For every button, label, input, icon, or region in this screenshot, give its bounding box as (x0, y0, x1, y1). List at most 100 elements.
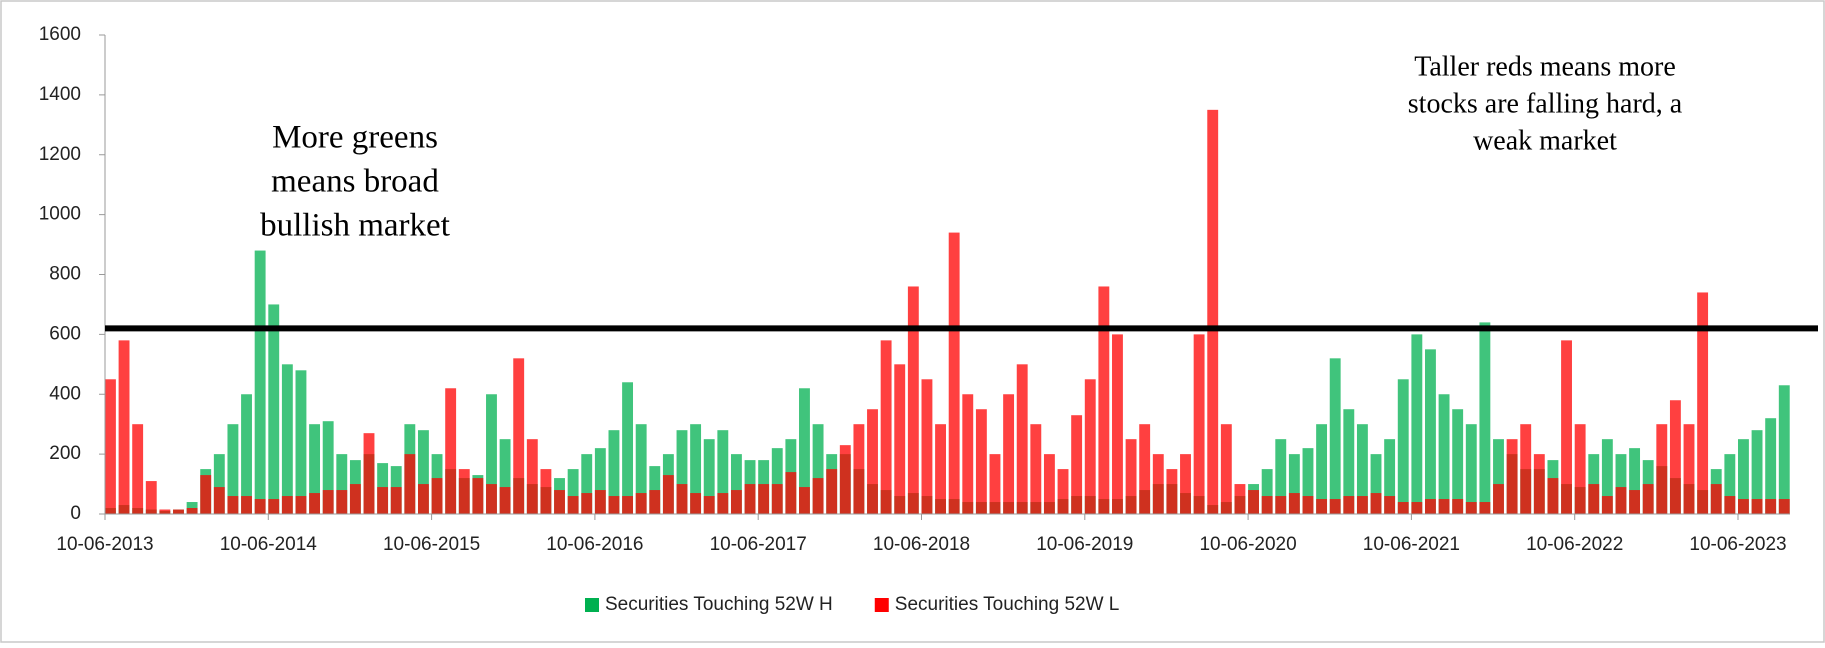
bar (1561, 340, 1572, 514)
bar (785, 472, 797, 514)
bar (1275, 439, 1287, 514)
bar (1003, 394, 1015, 514)
bar (594, 490, 606, 514)
y-tick-label: 1000 (39, 204, 81, 225)
bar (1629, 448, 1641, 514)
x-tick-label: 10-06-2021 (1363, 534, 1460, 555)
bar (554, 490, 565, 514)
bar (1261, 469, 1273, 514)
bar (1547, 478, 1559, 514)
bar (1356, 424, 1368, 514)
bar (173, 509, 184, 514)
bar (309, 424, 321, 514)
bar (1370, 493, 1382, 514)
bar (730, 454, 742, 514)
bar (159, 509, 171, 514)
bar (1765, 418, 1777, 514)
x-tick-label: 10-06-2020 (1199, 534, 1296, 555)
bar (1275, 496, 1287, 514)
bar (635, 493, 647, 514)
bar (445, 388, 457, 514)
bar (526, 439, 538, 514)
bar (1669, 400, 1681, 514)
x-tick-label: 10-06-2016 (546, 534, 643, 555)
bar (1016, 364, 1028, 514)
bar (254, 499, 266, 514)
bar (799, 487, 810, 514)
bar (309, 493, 321, 514)
bar (213, 487, 225, 514)
bar (322, 490, 334, 514)
bar (377, 487, 389, 514)
bar (567, 469, 579, 514)
bar (935, 424, 946, 514)
bar (1738, 439, 1749, 514)
bar (758, 484, 770, 514)
bar (1574, 424, 1586, 514)
bar (1738, 499, 1749, 514)
bar (730, 490, 742, 514)
bar (363, 433, 375, 514)
bar (145, 481, 157, 514)
x-tick-label: 10-06-2014 (220, 534, 318, 555)
bar (690, 493, 702, 514)
bar (1751, 430, 1763, 514)
bar (1479, 322, 1491, 514)
bar (1180, 454, 1191, 514)
bar (1343, 496, 1355, 514)
bar (1533, 454, 1545, 514)
bar (1220, 424, 1232, 514)
bar (281, 496, 293, 514)
bar (662, 475, 674, 514)
bar (186, 508, 198, 514)
annotation: weak market (1473, 125, 1617, 156)
bar (635, 424, 647, 514)
bar (1112, 334, 1123, 514)
annotation: stocks are falling hard, a (1408, 88, 1683, 119)
bar (1329, 358, 1341, 514)
bar (1425, 349, 1436, 514)
bar (1329, 499, 1341, 514)
bar (1452, 499, 1464, 514)
bar (1288, 454, 1300, 514)
bar (1710, 484, 1722, 514)
y-tick-label: 1400 (39, 84, 81, 105)
bar (295, 496, 307, 514)
bar (622, 496, 634, 514)
bar (581, 493, 593, 514)
x-tick-label: 10-06-2013 (56, 534, 153, 555)
bar (622, 382, 634, 514)
x-tick-label: 10-06-2023 (1689, 534, 1786, 555)
bar (1493, 439, 1504, 514)
bar (1520, 424, 1532, 514)
bar (1724, 454, 1736, 514)
bar (227, 424, 239, 514)
bar (1248, 490, 1259, 514)
bar (1316, 424, 1328, 514)
bar (1098, 286, 1110, 514)
annotation: means broad (271, 164, 439, 200)
bar (1384, 496, 1396, 514)
bar (486, 394, 497, 514)
bar (118, 340, 130, 514)
bar (1452, 409, 1464, 514)
bar (241, 394, 252, 514)
bar (1043, 454, 1055, 514)
bar (1152, 454, 1164, 514)
y-tick-label: 1200 (39, 144, 81, 165)
bar (826, 469, 838, 514)
bar (1656, 424, 1668, 514)
bar (921, 379, 933, 514)
bar (1588, 484, 1600, 514)
bar (1207, 109, 1219, 514)
bar (1751, 499, 1763, 514)
bar (1125, 439, 1137, 514)
bar (676, 484, 688, 514)
bar (703, 496, 715, 514)
bar (1343, 409, 1355, 514)
bar (1411, 334, 1423, 514)
bar (867, 409, 878, 514)
annotation: More greens (272, 120, 438, 156)
y-tick-label: 800 (49, 264, 81, 285)
